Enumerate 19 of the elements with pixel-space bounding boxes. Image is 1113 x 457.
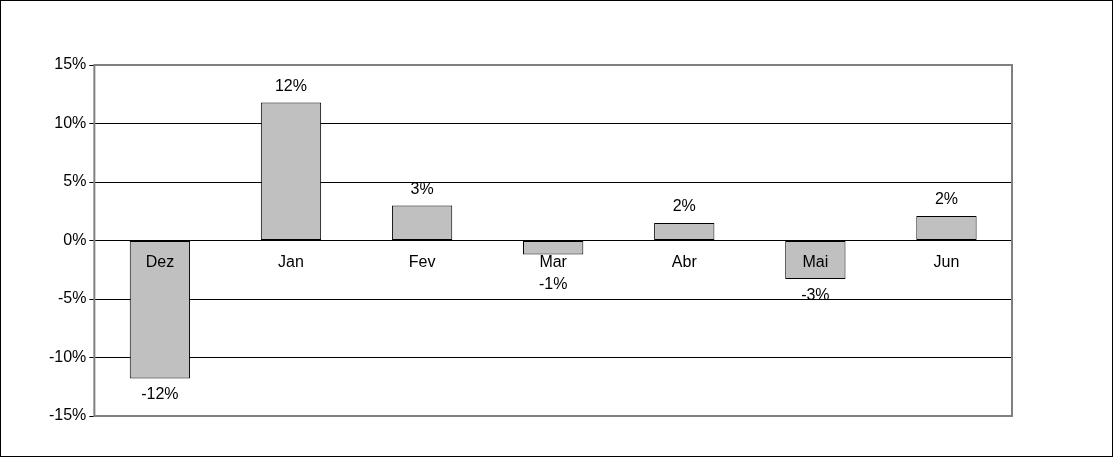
data-label: 2% [934,190,959,208]
data-label: 12% [274,76,308,94]
data-label: 2% [672,197,696,215]
x-tick-label: Jan [278,252,304,270]
y-tick-label: 15% [54,55,87,73]
data-label: -12% [141,384,179,402]
y-tick-label: 5% [63,172,87,190]
y-tick-label: -15% [48,406,87,424]
x-tick-label: Mar [539,252,568,270]
y-tick-label: 10% [54,113,87,131]
x-tick-label: Fev [408,252,436,270]
y-tick-label: -10% [48,347,87,365]
y-tick-label: -5% [57,289,87,307]
x-tick-label: Mai [802,252,829,270]
data-label: -1% [538,274,568,292]
y-tick-label: 0% [63,230,87,248]
x-tick-label: Dez [145,252,175,270]
x-tick-label: Jun [933,252,960,270]
x-tick-label: Abr [671,252,698,270]
